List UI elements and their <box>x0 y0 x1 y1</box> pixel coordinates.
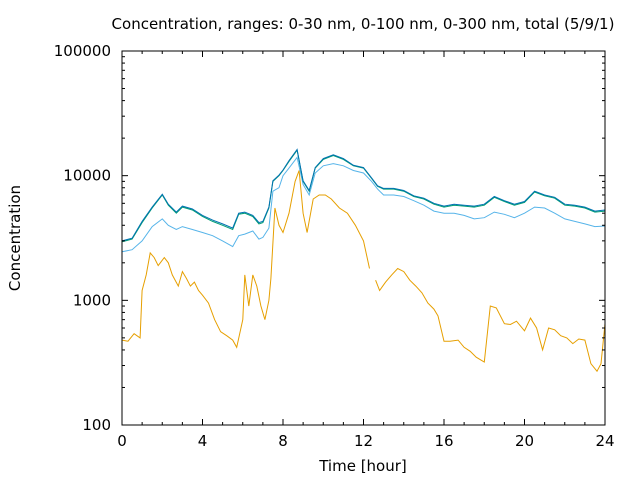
chart-title: Concentration, ranges: 0-30 nm, 0-100 nm… <box>112 15 615 33</box>
series-line-1 <box>121 170 370 349</box>
series-line-2 <box>375 267 606 373</box>
x-tick-label: 8 <box>278 432 288 450</box>
x-tick-label: 12 <box>354 432 373 450</box>
x-tick-label: 20 <box>515 432 534 450</box>
series-layer <box>121 148 606 373</box>
x-axis-label: Time [hour] <box>318 457 407 475</box>
x-tick-label: 4 <box>198 432 208 450</box>
y-axis-label: Concentration <box>6 185 24 291</box>
x-tick-label: 24 <box>595 432 614 450</box>
y-tick-label: 100 <box>82 416 111 434</box>
y-tick-label: 1000 <box>73 291 111 309</box>
y-tick-label: 10000 <box>63 167 111 185</box>
x-tick-label: 16 <box>434 432 453 450</box>
series-line-3 <box>121 156 606 253</box>
series-line-4 <box>121 148 606 243</box>
y-tick-label: 100000 <box>54 42 111 60</box>
x-axis: 0 4 8 12 16 20 24 <box>117 51 615 450</box>
plot-frame <box>121 50 606 426</box>
y-axis: 100 1000 10000 100000 <box>54 42 605 434</box>
series-line-5 <box>121 148 606 242</box>
x-tick-label: 0 <box>117 432 127 450</box>
